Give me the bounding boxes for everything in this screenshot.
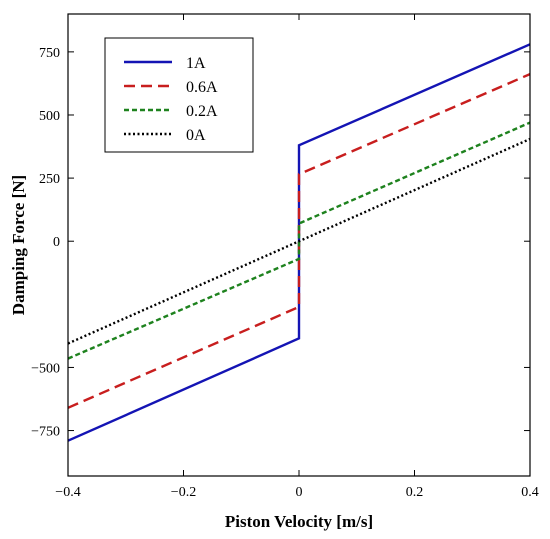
legend-label: 0A (186, 127, 206, 144)
y-axis-title: Damping Force [N] (9, 175, 28, 315)
series-line-0a (67, 137, 531, 345)
legend-label: 1A (186, 55, 206, 72)
plot-series (67, 43, 531, 442)
legend-label: 0.6A (186, 79, 218, 96)
y-tick-label: −750 (31, 425, 60, 440)
x-tick-label: 0.2 (406, 485, 424, 500)
y-tick-label: −500 (31, 361, 60, 376)
x-axis-title: Piston Velocity [m/s] (225, 512, 373, 531)
x-tick-label: 0.4 (521, 485, 539, 500)
y-tick-label: 500 (39, 109, 60, 124)
legend: 1A 0.6A 0.2A 0A (104, 37, 254, 153)
legend-box (104, 37, 254, 153)
x-tick-label: 0 (296, 485, 303, 500)
y-tick-label: 750 (39, 46, 60, 61)
y-tick-label: 250 (39, 172, 60, 187)
y-tick-label: 0 (53, 235, 60, 250)
x-tick-label: −0.2 (171, 485, 196, 500)
x-tick-label: −0.4 (55, 485, 80, 500)
legend-label: 0.2A (186, 103, 218, 120)
axis-ticks: −0.4 −0.2 0 0.2 0.4 750 500 250 0 −500 −750 (31, 14, 539, 500)
series-line-0-6a (67, 72, 531, 409)
